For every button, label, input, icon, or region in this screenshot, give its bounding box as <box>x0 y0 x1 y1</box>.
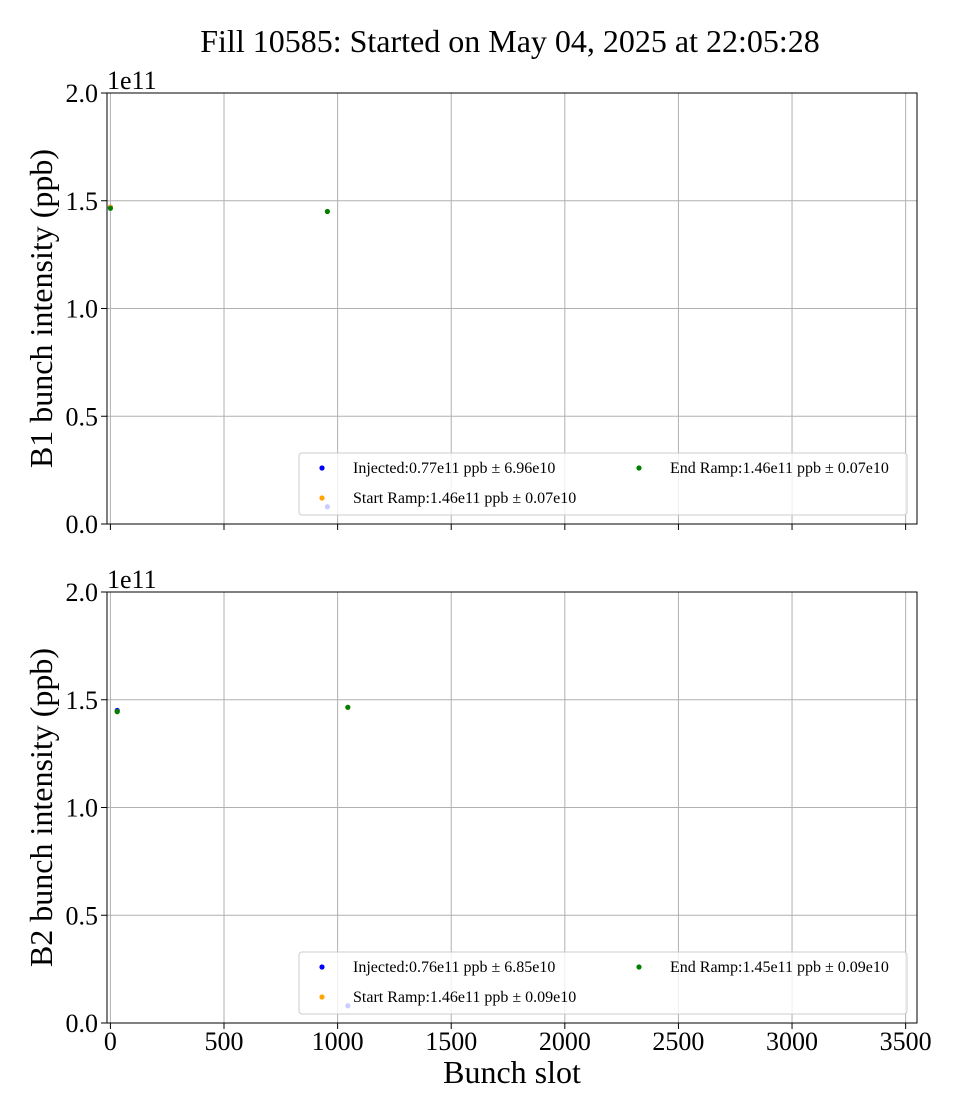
x-tick-label: 2000 <box>539 1027 591 1056</box>
x-tick-label: 2500 <box>652 1027 704 1056</box>
y-tick-label: 0.0 <box>66 1009 99 1038</box>
x-axis-label: Bunch slot <box>443 1054 581 1090</box>
x-tick-label: 0 <box>104 1027 117 1056</box>
legend-label: Start Ramp:1.46e11 ppb ± 0.07e10 <box>353 490 576 507</box>
data-point-series-2 <box>107 205 114 211</box>
legend-label: Injected:0.76e11 ppb ± 6.85e10 <box>353 959 555 976</box>
legend-label: End Ramp:1.45e11 ppb ± 0.09e10 <box>670 959 889 976</box>
data-point-series-2 <box>114 709 120 715</box>
y-tick-label: 1.0 <box>66 295 99 324</box>
y-tick-label: 1.5 <box>66 187 99 216</box>
legend-label: Injected:0.77e11 ppb ± 6.96e10 <box>353 460 555 477</box>
b1-intensity-panel: 0.0 0.5 1.0 1.5 2.0 1e11 B1 bunch intensity (p… <box>23 66 918 539</box>
y-tick-label: 0.5 <box>66 402 99 431</box>
x-tick-label: 500 <box>205 1027 244 1056</box>
legend-label: End Ramp:1.46e11 ppb ± 0.07e10 <box>670 460 889 477</box>
legend-marker <box>636 465 642 471</box>
x-tick-label: 1000 <box>312 1027 364 1056</box>
x-tick-label: 3000 <box>766 1027 818 1056</box>
y-tick-label: 0.5 <box>66 901 99 930</box>
y-axis-label: B2 bunch intensity (ppb) <box>23 648 59 967</box>
data-point-series-2 <box>345 704 351 710</box>
legend-marker <box>319 994 325 1000</box>
legend-box <box>298 452 908 516</box>
y-tick-label: 1.0 <box>66 794 99 823</box>
legend-box <box>298 951 908 1015</box>
figure-title: Fill 10585: Started on May 04, 2025 at 2… <box>200 23 820 59</box>
b2-intensity-panel: 0 500 1000 1500 2000 2500 3000 3500 0.0 0.5 1.0 1.5… <box>23 565 932 1090</box>
legend-marker <box>319 964 325 970</box>
legend-marker <box>319 465 325 471</box>
y-tick-label: 2.0 <box>66 79 99 108</box>
legend-marker <box>319 495 325 501</box>
y-tick-label: 1.5 <box>66 686 99 715</box>
y-offset-label: 1e11 <box>107 565 157 594</box>
x-tick-label: 1500 <box>425 1027 477 1056</box>
y-tick-label: 0.0 <box>66 510 99 539</box>
y-axis-label: B1 bunch intensity (ppb) <box>23 149 59 468</box>
y-tick-label: 2.0 <box>66 578 99 607</box>
y-offset-label: 1e11 <box>107 66 157 95</box>
data-point-series-2 <box>324 208 330 215</box>
legend-marker <box>636 964 642 970</box>
legend-label: Start Ramp:1.46e11 ppb ± 0.09e10 <box>353 989 576 1006</box>
x-tick-label: 3500 <box>880 1027 932 1056</box>
